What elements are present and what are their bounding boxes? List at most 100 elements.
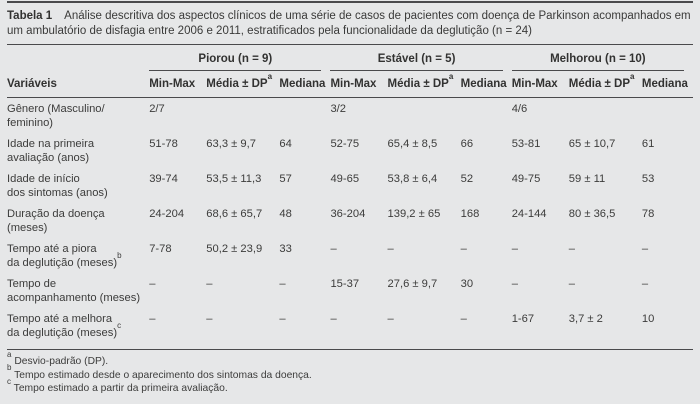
data-cell xyxy=(279,98,330,134)
data-cell: – xyxy=(641,278,649,290)
row-label: Idade na primeira avaliação (anos) xyxy=(7,138,95,164)
group-header-row: Piorou (n = 9) Estável (n = 5) Melhorou (n… xyxy=(7,45,693,71)
table-caption: Análise descritiva dos aspectos clínicos… xyxy=(7,10,691,37)
footnote-marker: a xyxy=(448,72,454,82)
data-cell: 49-75 xyxy=(511,173,541,185)
row-label: Gênero (Masculino/feminino) xyxy=(7,103,105,129)
table-row: Tempo até a melhora da deglutição (meses)… xyxy=(7,308,693,350)
data-cell: 64 xyxy=(279,138,292,150)
data-cell: 65 ± 10,7 xyxy=(568,138,616,150)
data-cell: 33 xyxy=(279,243,292,255)
table-row: Duração da doença (meses) 24-204 68,6 ± 65,… xyxy=(7,203,693,238)
data-cell: 3/2 xyxy=(330,103,347,115)
column-header: Mediana xyxy=(641,71,693,98)
column-header: Min-Max xyxy=(511,71,569,98)
data-cell: 68,6 ± 65,7 xyxy=(206,208,263,220)
data-cell: – xyxy=(511,278,518,290)
row-label: Tempo até a piora da deglutição (meses)b xyxy=(7,243,122,269)
data-cell xyxy=(206,98,279,134)
data-cell: – xyxy=(568,243,575,255)
footnotes: a Desvio-padrão (DP). b Tempo estimado de… xyxy=(7,350,693,396)
column-header: Média ± DPa xyxy=(387,71,461,98)
data-cell: 4/6 xyxy=(511,103,528,115)
data-cell: 78 xyxy=(641,208,655,220)
data-cell: – xyxy=(279,278,286,290)
footnote-marker: a xyxy=(630,72,635,82)
data-cell: 1-67 xyxy=(511,308,569,350)
column-header-variables: Variáveis xyxy=(7,71,150,98)
column-header: Min-Max xyxy=(149,71,207,98)
footnote-marker: c xyxy=(7,376,11,386)
data-cell: 30 xyxy=(460,278,474,290)
table-row: Tempo de acompanhamento (meses) – – –15-37 27… xyxy=(7,273,693,308)
footnote-marker: b xyxy=(7,363,12,373)
data-cell: – xyxy=(279,308,331,350)
group-header: Melhorou (n = 10) xyxy=(511,45,693,71)
footnote-marker: a xyxy=(267,72,273,82)
data-cell: 53-81 xyxy=(511,138,541,150)
data-cell: 7-78 xyxy=(149,243,172,255)
top-rule xyxy=(7,1,693,3)
column-header-row: Variáveis Min-Max Média ± DPa Mediana Min-M… xyxy=(7,71,693,98)
data-cell: – xyxy=(387,243,394,255)
data-cell: – xyxy=(206,278,213,290)
column-header: Min-Max xyxy=(330,71,388,98)
data-cell: 80 ± 36,5 xyxy=(568,208,616,220)
group-header: Estável (n = 5) xyxy=(330,45,511,71)
group-header-label: Estável (n = 5) xyxy=(330,52,503,71)
row-label: Tempo de acompanhamento (meses) xyxy=(7,278,141,304)
table-row: Idade de início dos sintomas (anos) 39-74 5… xyxy=(7,168,693,203)
title-rule xyxy=(7,44,693,45)
data-cell: 53,8 ± 6,4 xyxy=(387,173,438,185)
data-cell: – xyxy=(460,308,512,350)
group-header-label: Piorou (n = 9) xyxy=(149,52,322,71)
data-table: Piorou (n = 9) Estável (n = 5) Melhorou (n… xyxy=(7,45,693,350)
data-cell: – xyxy=(568,278,575,290)
data-cell: 61 xyxy=(641,138,655,150)
footnote-marker: c xyxy=(117,321,122,331)
data-cell: – xyxy=(330,308,388,350)
table-number: Tabela 1 xyxy=(7,10,53,22)
data-cell: – xyxy=(149,278,156,290)
table-body: Gênero (Masculino/feminino) 2/7 3/2 4/6 Idad… xyxy=(7,98,693,350)
data-cell: – xyxy=(511,243,518,255)
data-cell: 66 xyxy=(460,138,474,150)
data-cell: 48 xyxy=(279,208,292,220)
data-cell: 27,6 ± 9,7 xyxy=(387,278,438,290)
row-label: Tempo até a melhora da deglutição (meses)… xyxy=(7,308,150,350)
data-cell: 63,3 ± 9,7 xyxy=(206,138,256,150)
table-row: Idade na primeira avaliação (anos) 51-78 63… xyxy=(7,133,693,168)
footnote: c Tempo estimado a partir da primeira av… xyxy=(7,376,228,394)
data-cell xyxy=(642,98,693,134)
data-cell: 15-37 xyxy=(330,278,360,290)
column-header: Mediana xyxy=(460,71,512,98)
data-cell: 49-65 xyxy=(330,173,360,185)
group-header-label: Melhorou (n = 10) xyxy=(511,52,684,71)
data-cell: 36-204 xyxy=(330,208,366,220)
data-cell: 24-144 xyxy=(511,208,547,220)
row-label: Idade de início dos sintomas (anos) xyxy=(7,173,108,199)
data-cell: 65,4 ± 8,5 xyxy=(387,138,438,150)
data-cell: – xyxy=(149,308,207,350)
data-cell: 50,2 ± 23,9 xyxy=(206,243,263,255)
data-cell: 2/7 xyxy=(149,103,165,115)
row-label: Duração da doença (meses) xyxy=(7,208,105,234)
data-cell: 3,7 ± 2 xyxy=(568,308,642,350)
data-cell: – xyxy=(206,308,280,350)
data-cell: 53,5 ± 11,3 xyxy=(206,173,262,185)
table-row: Gênero (Masculino/feminino) 2/7 3/2 4/6 xyxy=(7,98,693,134)
data-cell: 52 xyxy=(460,173,474,185)
data-cell: – xyxy=(460,243,467,255)
column-header: Média ± DPa xyxy=(568,71,642,98)
data-cell: 24-204 xyxy=(149,208,185,220)
column-header: Mediana xyxy=(279,71,331,98)
data-cell: 53 xyxy=(641,173,655,185)
data-cell: – xyxy=(641,243,649,255)
table-title: Tabela 1 Análise descritiva dos aspectos … xyxy=(7,9,693,39)
data-cell: 52-75 xyxy=(330,138,360,150)
data-cell: 59 ± 11 xyxy=(568,173,606,185)
data-cell xyxy=(388,98,461,134)
group-header: Piorou (n = 9) xyxy=(149,45,330,71)
footnote-marker: b xyxy=(117,251,122,261)
